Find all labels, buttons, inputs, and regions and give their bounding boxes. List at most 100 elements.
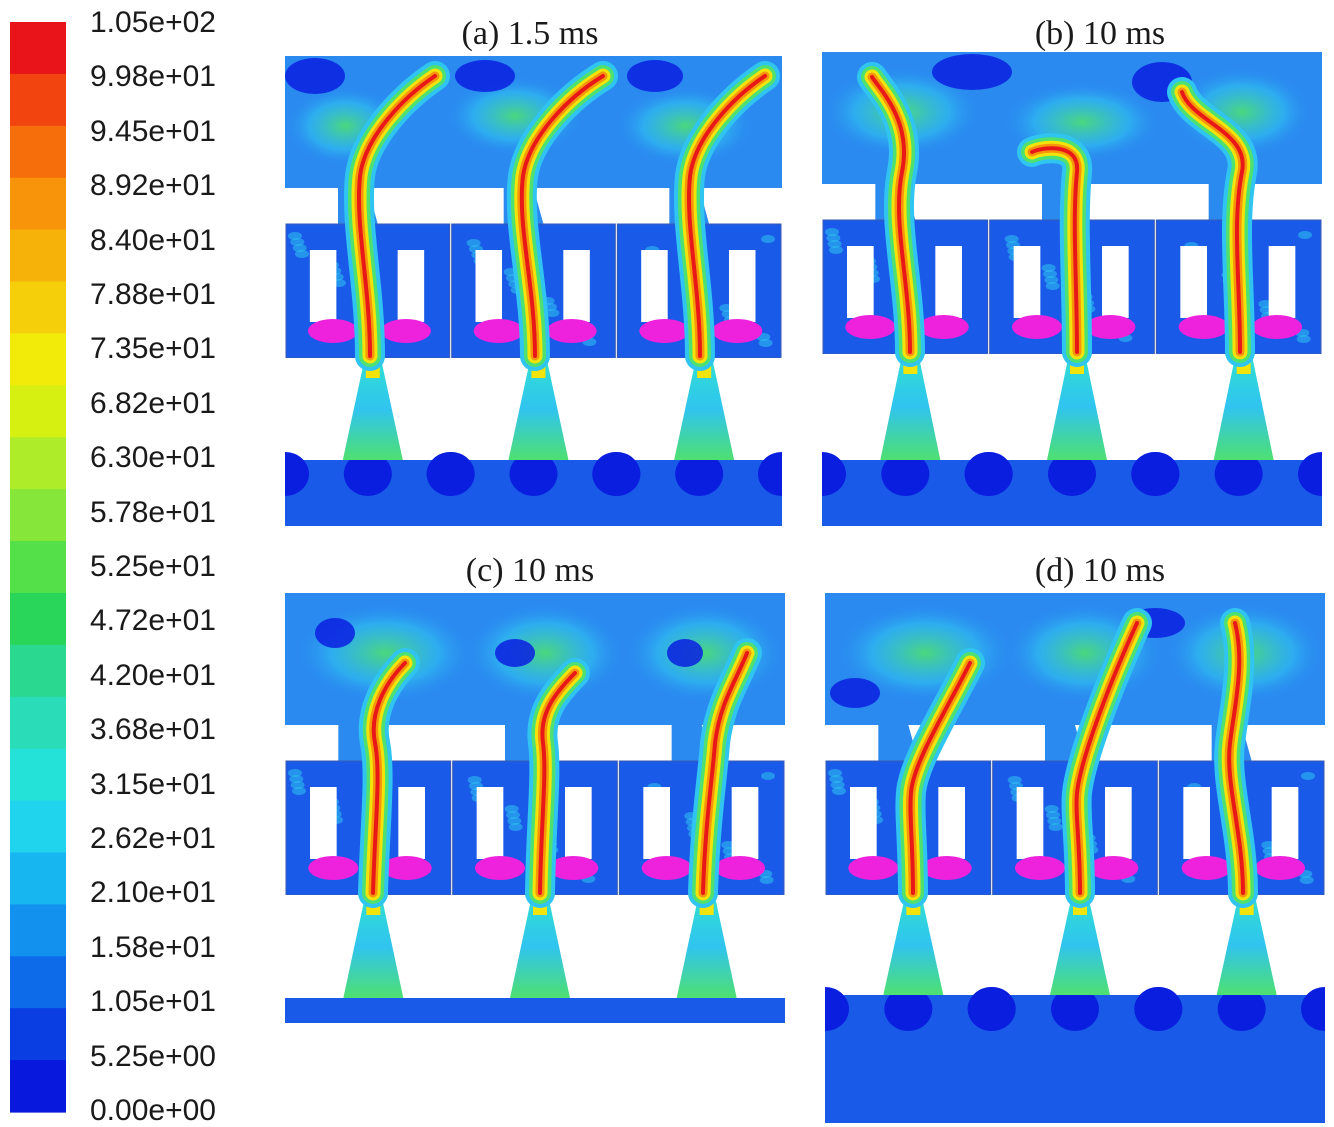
legend-band — [10, 489, 66, 542]
low-velocity-zone — [758, 452, 782, 496]
contour-panel-d — [825, 593, 1325, 1123]
low-velocity-zone — [884, 987, 933, 1031]
low-velocity-zone — [830, 678, 880, 708]
pillar — [847, 246, 874, 318]
nozzle-jet — [674, 358, 735, 460]
low-velocity-zone — [822, 452, 846, 496]
electrode — [715, 856, 765, 880]
legend-band — [10, 22, 66, 75]
low-velocity-zone — [343, 452, 392, 496]
turbulence-speck — [288, 232, 302, 240]
legend-tick-label: 2.10e+01 — [90, 876, 216, 910]
pillar — [935, 246, 962, 318]
electrode — [473, 319, 524, 343]
turbulence-speck — [758, 339, 773, 347]
low-velocity-zone — [455, 60, 515, 92]
velocity-plume — [908, 661, 972, 895]
legend-tick-label: 9.98e+01 — [90, 60, 216, 94]
panel-title-a: (a) 1.5 ms — [461, 15, 599, 52]
legend-band — [10, 1060, 66, 1113]
pillar — [476, 787, 504, 859]
panel-title-b: (b) 10 ms — [1034, 15, 1166, 52]
legend-tick-label: 4.72e+01 — [90, 604, 216, 638]
pillar — [398, 787, 425, 859]
pillar — [1105, 787, 1132, 859]
nozzle-jet — [883, 895, 944, 995]
turbulence-speck — [295, 250, 309, 258]
legend-band — [10, 385, 66, 438]
low-velocity-zone — [315, 618, 355, 648]
low-velocity-zone — [285, 452, 309, 496]
electrode — [1085, 315, 1136, 339]
turbulence-speck — [466, 239, 481, 247]
low-velocity-zone — [675, 452, 724, 496]
velocity-plume — [1180, 90, 1245, 354]
low-velocity-zone — [285, 58, 345, 94]
legend-band — [10, 748, 66, 802]
nozzle-jet — [510, 895, 570, 998]
low-velocity-zone — [509, 452, 558, 496]
legend-tick-label: 5.78e+01 — [90, 495, 216, 529]
electrode — [845, 315, 896, 339]
electrode — [308, 856, 359, 880]
low-velocity-zone — [825, 987, 849, 1031]
pillar — [1013, 246, 1041, 318]
velocity-plume — [1227, 621, 1245, 895]
legend-tick-label: 3.68e+01 — [90, 713, 216, 747]
plume-group — [343, 61, 780, 371]
turbulence-speck — [506, 811, 520, 819]
velocity-plume — [356, 74, 437, 358]
pillar — [1271, 787, 1299, 859]
low-velocity-zone — [967, 987, 1016, 1031]
pillar — [563, 250, 590, 322]
electrode — [381, 856, 432, 880]
contour-panel-b — [822, 52, 1322, 526]
pillar — [728, 250, 756, 322]
turbulence-speck — [761, 772, 775, 780]
turbulence-speck — [1041, 264, 1056, 272]
turbulence-speck — [1045, 282, 1060, 290]
turbulence-speck — [828, 769, 842, 777]
turbulence-speck — [1043, 270, 1057, 278]
legend-tick-label: 9.45e+01 — [90, 114, 216, 148]
legend-tick-label: 2.62e+01 — [90, 822, 216, 855]
electrode — [1015, 856, 1065, 880]
low-velocity-zone — [426, 452, 475, 496]
plume-group — [895, 608, 1258, 908]
pillar — [641, 250, 668, 322]
legend-band — [10, 73, 66, 127]
legend-band — [10, 956, 66, 1009]
legend-band — [10, 904, 66, 957]
low-velocity-zone — [1131, 452, 1180, 496]
legend-tick-label: 0.00e+00 — [90, 1094, 216, 1127]
turbulence-speck — [826, 234, 841, 242]
velocity-plume — [870, 75, 912, 354]
nozzle-jet — [676, 895, 737, 998]
legend-tick-label: 4.20e+01 — [90, 658, 216, 692]
color-legend — [10, 22, 66, 1113]
electrode — [918, 315, 969, 339]
turbulence-speck — [288, 769, 302, 777]
turbulence-speck — [1299, 876, 1314, 884]
legend-band — [10, 177, 66, 231]
electrode — [308, 319, 359, 343]
panel-title-d: (d) 10 ms — [1034, 552, 1166, 589]
legend-tick-label: 5.25e+00 — [90, 1039, 216, 1073]
turbulence-speck — [1007, 776, 1022, 784]
turbulence-speck — [507, 817, 522, 825]
turbulence-speck — [1004, 235, 1019, 243]
turbulence-speck — [504, 805, 519, 813]
electrode — [546, 319, 597, 343]
legend-tick-label: 1.05e+02 — [90, 6, 216, 39]
low-velocity-zone — [1048, 452, 1096, 496]
electrode — [1012, 315, 1062, 339]
velocity-plume — [1074, 621, 1139, 895]
turbulence-speck — [289, 775, 304, 783]
nozzle-jet — [1050, 895, 1110, 995]
pillar — [475, 250, 503, 322]
electrode — [1181, 856, 1232, 880]
nozzle-jet — [508, 358, 569, 460]
legend-tick-label: 1.05e+01 — [90, 985, 216, 1019]
pillar — [938, 787, 965, 859]
legend-band — [10, 281, 66, 335]
